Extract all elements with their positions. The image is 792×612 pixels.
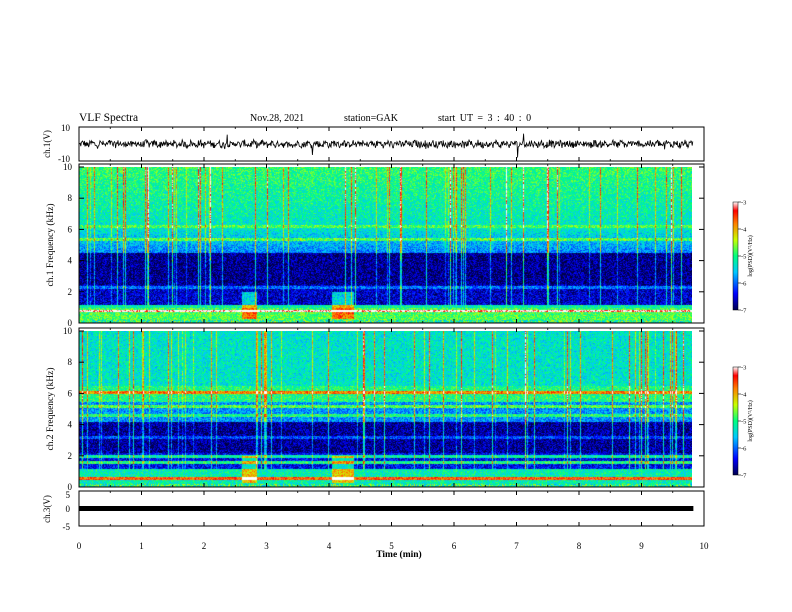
ch1-spec-ytick-label-5: 10 <box>63 162 73 172</box>
ch1-waveform-line <box>79 133 694 158</box>
ch2-ylabel-channel: ch.2 Frequency (kHz) <box>45 367 56 450</box>
ch2-colorbar-tick-label-1: -4 <box>741 392 747 399</box>
x-axis-tick-label-1: 1 <box>139 541 144 551</box>
ch2-spec-ytick-label-3: 6 <box>68 388 73 398</box>
x-axis-tick-label-2: 2 <box>202 541 207 551</box>
ch2-colorbar-label: log(PSD)(V²/Hz) <box>747 400 754 441</box>
x-axis-tick-label-10: 10 <box>700 541 710 551</box>
ch2-colorbar-tick-label-0: -3 <box>741 365 746 372</box>
x-axis-tick-label-4: 4 <box>327 541 332 551</box>
ch1-ytick-top: 10 <box>61 123 71 133</box>
ch2-colorbar-tick-label-2: -5 <box>741 419 746 426</box>
ch1-colorbar: -3 -4 -5 -6 -7 log(PSD)(V²/Hz) <box>732 200 754 315</box>
station-label: station=GAK <box>344 113 398 124</box>
ch2-colorbar-tick-label-4: -7 <box>741 473 747 480</box>
x-axis-tick-label-6: 6 <box>452 541 457 551</box>
ch3-ytick-bottom: -5 <box>63 522 71 532</box>
x-axis-tick-label-3: 3 <box>264 541 269 551</box>
ch2-colorbar-tick-label-3: -6 <box>741 446 747 453</box>
ch1-spec-ytick-label-2: 4 <box>68 256 73 266</box>
ch1-spec-ytick-label-4: 8 <box>68 193 73 203</box>
x-axis-tick-label-8: 8 <box>577 541 582 551</box>
ch1-colorbar-tick-label-2: -5 <box>741 254 746 261</box>
ch1-colorbar-tick-label-3: -6 <box>741 281 747 288</box>
x-axis-tick-label-5: 5 <box>389 541 394 551</box>
ch1-colorbar-tick-label-4: -7 <box>741 308 747 315</box>
ch1-ylabel: ch.1(V) <box>42 130 52 158</box>
ch3-ylabel: ch.3(V) <box>42 495 52 523</box>
ch1-spec-ytick-label-3: 6 <box>68 224 73 234</box>
x-axis-tick-labels: 0 1 2 3 4 5 6 7 8 9 10 <box>77 541 709 551</box>
x-axis-tick-label-0: 0 <box>77 541 82 551</box>
ch1-spectrogram-image <box>79 167 692 323</box>
ch2-spec-ytick-label-5: 10 <box>63 326 73 336</box>
ch3-waveform-panel: 5 0 -5 ch.3(V) <box>42 490 705 532</box>
start-time-label: start UT = 3 : 40 : 0 <box>438 113 532 124</box>
ch2-spec-ytick-label-1: 2 <box>68 451 73 461</box>
plot-title: VLF Spectra <box>79 112 139 124</box>
x-axis-tick-label-7: 7 <box>514 541 519 551</box>
ch1-waveform-panel: 10 -10 ch.1(V) <box>42 123 705 164</box>
ch1-ytick-bottom: -10 <box>58 154 70 164</box>
ch2-spectrogram-image <box>79 331 692 487</box>
ch2-spec-ytick-label-0: 0 <box>68 482 73 492</box>
ch1-spectrogram-panel: 0 2 4 6 8 10 ch.1 Frequency (kHz) <box>45 162 705 328</box>
x-axis-label: Time (min) <box>376 549 421 560</box>
ch1-colorbar-label: log(PSD)(V²/Hz) <box>747 235 754 276</box>
ch2-spectrogram-panel: 0 2 4 6 8 10 ch.2 Frequency (kHz) <box>45 326 705 492</box>
ch2-colorbar: -3 -4 -5 -6 -7 log(PSD)(V²/Hz) <box>732 365 754 480</box>
ch3-ytick-mid: 0 <box>66 504 71 514</box>
ch1-colorbar-tick-label-0: -3 <box>741 200 746 207</box>
ch2-spec-ytick-label-4: 8 <box>68 357 73 367</box>
ch1-spec-ytick-label-1: 2 <box>68 287 73 297</box>
ch1-ylabel-channel: ch.1 Frequency (kHz) <box>45 203 56 286</box>
ch1-colorbar-tick-label-1: -4 <box>741 227 747 234</box>
ch1-spec-ytick-label-0: 0 <box>68 318 73 328</box>
ch2-spec-ytick-label-2: 4 <box>68 420 73 430</box>
ch3-ytick-top: 5 <box>66 490 71 500</box>
date-label: Nov.28, 2021 <box>250 113 305 124</box>
x-axis-tick-label-9: 9 <box>639 541 644 551</box>
